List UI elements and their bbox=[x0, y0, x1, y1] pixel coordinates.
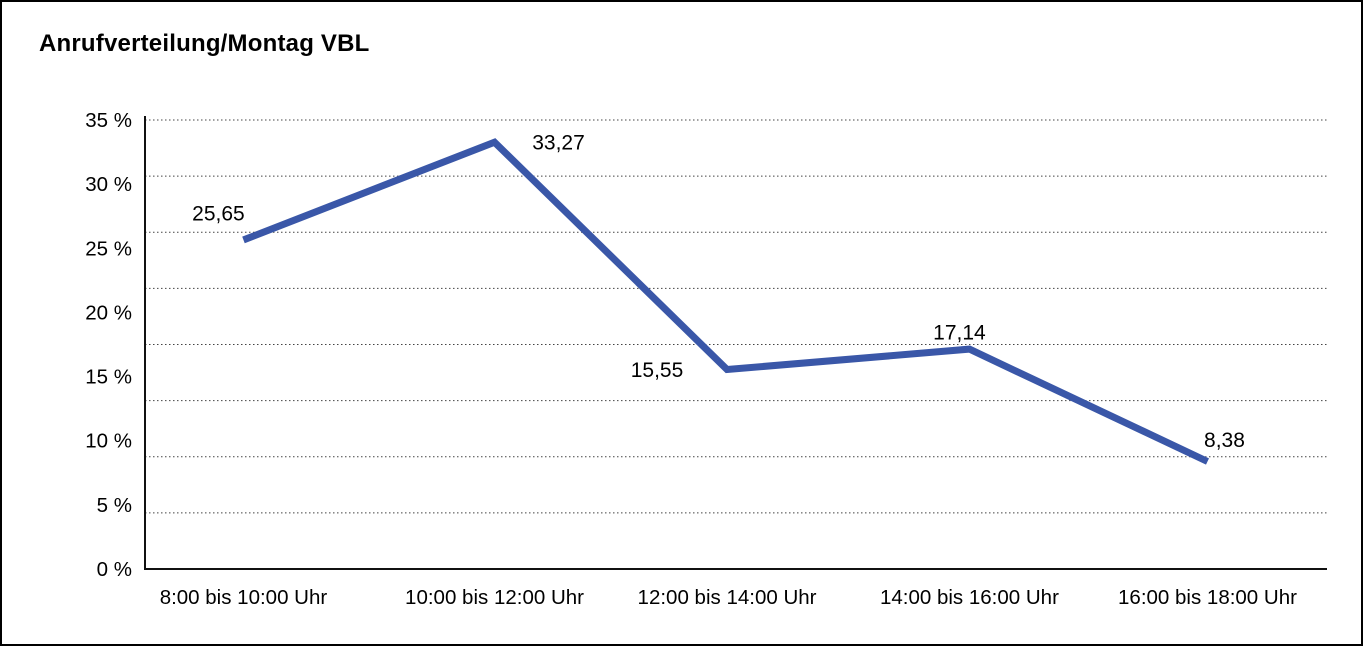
y-axis-tick-label: 0 % bbox=[97, 558, 132, 581]
x-axis-category-label: 14:00 bis 16:00 Uhr bbox=[880, 586, 1059, 609]
x-axis-category-label: 12:00 bis 14:00 Uhr bbox=[638, 586, 817, 609]
y-axis-tick-label: 10 % bbox=[85, 430, 132, 453]
x-axis-category-label: 16:00 bis 18:00 Uhr bbox=[1118, 586, 1297, 609]
y-axis-tick-label: 15 % bbox=[85, 366, 132, 389]
data-point-label: 15,55 bbox=[631, 359, 684, 382]
data-point-label: 25,65 bbox=[192, 202, 245, 225]
y-axis-tick-label: 20 % bbox=[85, 301, 132, 324]
data-point-label: 8,38 bbox=[1204, 429, 1245, 452]
data-point-label: 33,27 bbox=[532, 132, 585, 155]
chart-title: Anrufverteilung/Montag VBL bbox=[39, 30, 370, 57]
y-axis-tick-label: 5 % bbox=[97, 494, 132, 517]
data-line bbox=[242, 138, 1209, 465]
x-axis-category-label: 10:00 bis 12:00 Uhr bbox=[405, 586, 584, 609]
y-axis-tick-label: 30 % bbox=[85, 173, 132, 196]
x-axis-category-label: 8:00 bis 10:00 Uhr bbox=[160, 586, 328, 609]
data-point-label: 17,14 bbox=[933, 322, 986, 345]
y-axis-tick-label: 35 % bbox=[85, 109, 132, 132]
y-axis-tick-label: 25 % bbox=[85, 237, 132, 260]
